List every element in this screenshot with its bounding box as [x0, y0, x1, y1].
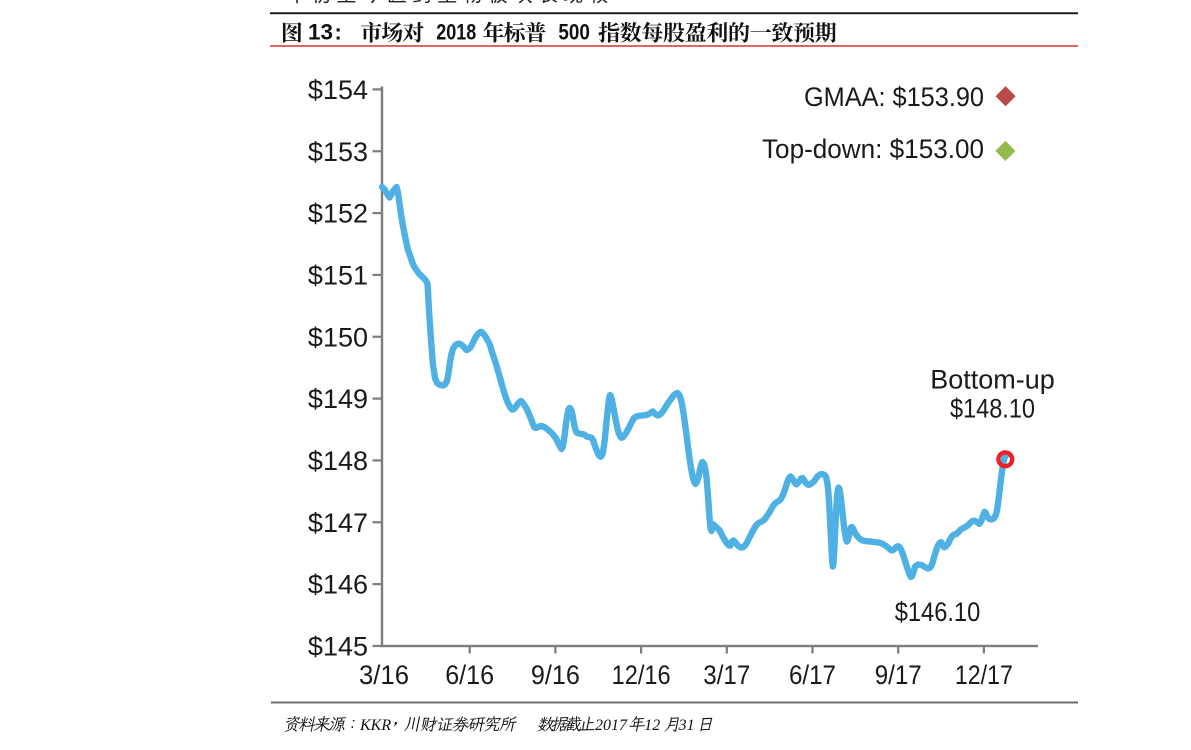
svg-text:12/17: 12/17: [955, 660, 1013, 690]
svg-text:2017: 2017: [595, 717, 628, 734]
svg-text:9/16: 9/16: [531, 660, 580, 690]
svg-text:3/17: 3/17: [703, 660, 750, 690]
svg-text:$145: $145: [308, 632, 368, 662]
svg-text:$152: $152: [308, 199, 368, 229]
svg-text:Bottom-up: Bottom-up: [930, 365, 1055, 395]
svg-text:GMAA: $153.90: GMAA: $153.90: [804, 82, 984, 112]
svg-text:2018: 2018: [436, 19, 476, 44]
svg-text:31: 31: [678, 717, 695, 734]
svg-text:$148: $148: [308, 446, 368, 476]
svg-text:$154: $154: [308, 75, 368, 105]
svg-text:$146: $146: [308, 570, 368, 600]
svg-text:$151: $151: [308, 261, 368, 291]
svg-text:6/17: 6/17: [789, 660, 836, 690]
svg-text::: :: [335, 19, 342, 44]
svg-text:12/16: 12/16: [612, 660, 671, 690]
svg-text:500: 500: [558, 19, 590, 44]
svg-text:Top-down: $153.00: Top-down: $153.00: [762, 134, 984, 164]
svg-text:$149: $149: [308, 384, 368, 414]
svg-text:9/17: 9/17: [875, 660, 922, 690]
svg-text:$153: $153: [308, 137, 368, 167]
svg-text:$148.10: $148.10: [950, 394, 1035, 424]
svg-text:13: 13: [308, 19, 333, 44]
svg-text:KKR: KKR: [359, 717, 391, 734]
svg-text:3/16: 3/16: [359, 660, 409, 690]
svg-text:6/16: 6/16: [445, 660, 494, 690]
svg-text:12: 12: [644, 717, 660, 734]
svg-text:$146.10: $146.10: [895, 597, 981, 627]
svg-text:$150: $150: [308, 322, 368, 352]
svg-text:$147: $147: [308, 508, 368, 538]
